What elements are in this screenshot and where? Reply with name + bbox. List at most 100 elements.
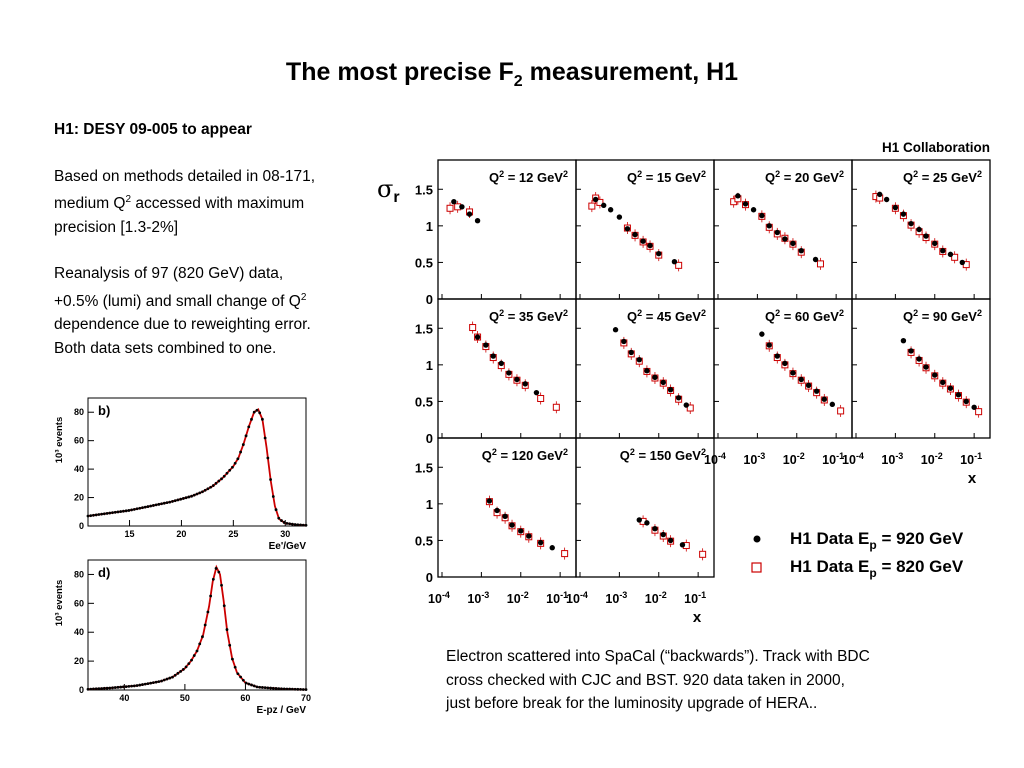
label-part: Q: [765, 309, 775, 324]
histogram-point: [217, 570, 221, 574]
histogram-point: [162, 678, 166, 682]
data-point-920: [750, 207, 757, 213]
tick-exp: -2: [659, 590, 667, 600]
data-point-920: [656, 250, 662, 257]
x-tick-label: 10-3: [467, 590, 489, 606]
data-point-920: [916, 356, 922, 362]
histogram-point: [209, 485, 213, 489]
label-part: = 45 GeV: [642, 309, 701, 324]
x-tick-label: 25: [228, 529, 238, 539]
data-point-920: [502, 513, 508, 519]
tick-exp: -2: [797, 451, 805, 461]
data-point-920: [971, 404, 977, 410]
histogram-point: [252, 410, 256, 414]
histogram-point: [86, 514, 90, 518]
label-sup: 2: [839, 308, 844, 318]
label-sup: 2: [775, 308, 780, 318]
data-point-920: [900, 338, 907, 344]
label-part: = 90 GeV: [918, 309, 977, 324]
histogram-point: [217, 479, 221, 483]
label-sup: 2: [492, 447, 497, 457]
data-point-820: [588, 202, 596, 210]
histogram-point: [274, 687, 278, 690]
histogram-point: [271, 495, 275, 498]
data-point-920: [955, 392, 962, 398]
histogram-point: [266, 456, 270, 460]
data-point-920: [766, 342, 772, 348]
x-tick-label: 10-4: [842, 451, 864, 467]
histogram-point: [176, 671, 180, 675]
tick-base: 10: [566, 592, 580, 606]
histogram-point: [228, 643, 232, 647]
histogram-point: [255, 685, 259, 689]
y-tick-label: 40: [74, 627, 84, 637]
panel-frame: [851, 298, 991, 439]
tick-exp: -2: [521, 590, 529, 600]
histogram-point: [111, 511, 114, 515]
data-point-820: [469, 324, 477, 332]
data-point-820: [675, 261, 683, 269]
y-tick-label: 1.5: [415, 182, 433, 197]
histogram-point: [92, 687, 95, 691]
histogram-point: [277, 687, 281, 691]
histogram-point: [220, 477, 223, 481]
data-point-920: [790, 370, 796, 376]
histogram-point: [187, 662, 191, 666]
tick-exp: -4: [718, 451, 726, 461]
caption-line-2: cross checked with CJC and BST. 920 data…: [446, 671, 845, 689]
panel-q2-label: Q2 = 35 GeV2: [489, 308, 568, 324]
label-part: Q: [620, 448, 630, 463]
tick-base: 10: [822, 453, 836, 467]
data-point-920: [940, 248, 946, 254]
data-point-920: [798, 376, 804, 383]
data-point-920: [644, 520, 650, 526]
data-point-820: [816, 260, 824, 268]
histogram-point: [299, 688, 302, 691]
histogram-point: [179, 669, 183, 673]
data-point-920: [774, 229, 780, 236]
superscript: 2: [300, 291, 307, 303]
histogram-point: [239, 450, 243, 454]
e-pz-distribution-figure: 0 20 40 60 80 40 50 60 70 d) E-pz / GeV 10³ events: [54, 559, 311, 716]
histogram-point: [271, 686, 275, 690]
text-span: +0.5% (lumi) and small change of Q: [54, 292, 301, 310]
label-part: Q: [627, 170, 637, 185]
x-tick-label: 10-2: [783, 451, 805, 467]
data-point-920: [451, 199, 457, 205]
histogram-point: [195, 492, 199, 496]
histogram-point: [211, 484, 215, 487]
y-axis-label: 10³ events: [54, 580, 65, 626]
data-point-920: [632, 231, 638, 238]
data-point-920: [498, 360, 504, 367]
data-point-920: [509, 522, 515, 528]
text-span: accessed with maximum: [131, 195, 305, 213]
data-point-820: [596, 198, 604, 206]
text-span: medium Q: [54, 195, 126, 213]
histogram-point: [184, 665, 188, 669]
histogram-point: [168, 676, 172, 680]
histogram-point: [130, 684, 134, 688]
data-point-920: [660, 379, 666, 386]
data-point-920: [813, 388, 820, 394]
data-point-920: [647, 242, 653, 249]
histogram-point: [165, 677, 169, 681]
histogram-point: [181, 497, 185, 500]
tick-exp: -3: [481, 590, 489, 600]
caption-line-3: just before break for the luminosity upg…: [446, 695, 818, 712]
histogram-point: [233, 461, 237, 465]
histogram-point: [141, 683, 144, 686]
data-point-920: [667, 387, 674, 393]
paragraph-1-line-2: medium Q2 accessed with maximum: [54, 188, 315, 216]
y-axis-label: 10³ events: [54, 417, 65, 463]
data-point-920: [947, 251, 954, 258]
histogram-point: [296, 523, 300, 527]
histogram-point: [203, 488, 207, 492]
fit-curve: [87, 564, 307, 691]
data-point-820: [446, 204, 454, 212]
histogram-point: [146, 505, 150, 508]
label-sup: 2: [913, 169, 918, 179]
histogram-point: [92, 513, 95, 517]
histogram-point: [100, 687, 104, 690]
legend-marker-820: [751, 562, 762, 573]
